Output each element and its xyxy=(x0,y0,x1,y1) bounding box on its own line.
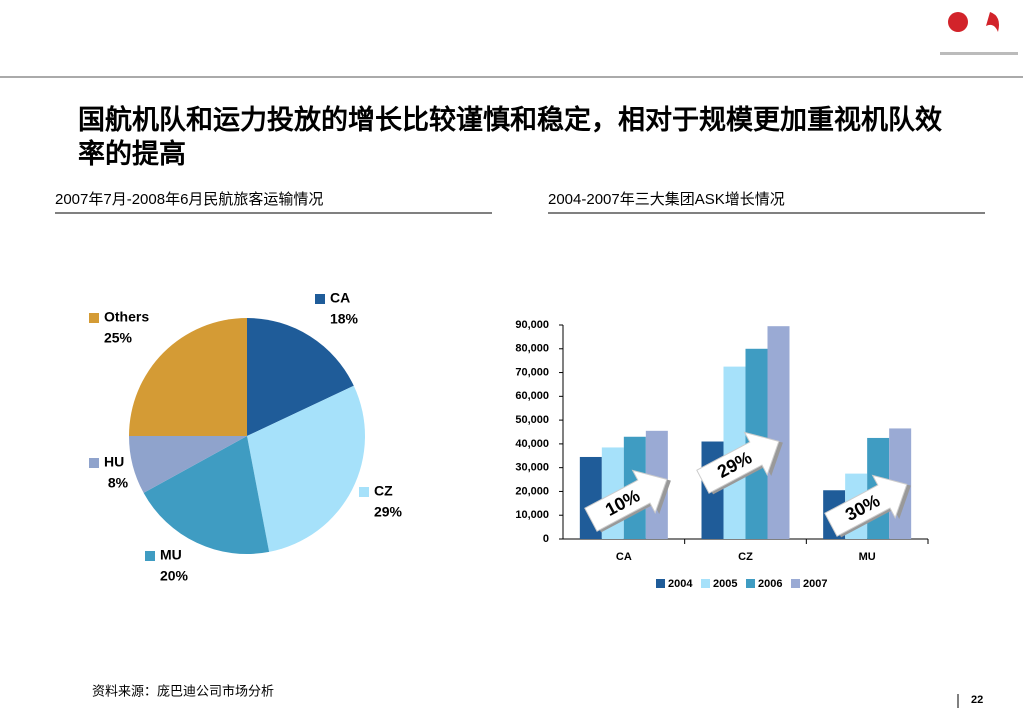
pie-slice xyxy=(129,436,247,493)
legend-label: 2004 xyxy=(668,578,693,590)
y-tick-label: 30,000 xyxy=(515,462,549,474)
y-tick-label: 80,000 xyxy=(515,343,549,355)
slice-label: MU xyxy=(160,547,182,563)
legend-swatch xyxy=(145,551,155,561)
legend-swatch xyxy=(701,579,710,588)
legend-swatch xyxy=(89,458,99,468)
page-number: 22 xyxy=(971,694,983,706)
chart-title: 2007年7月-2008年6月民航旅客运输情况 xyxy=(55,191,323,208)
arrow xyxy=(696,431,780,494)
y-tick-label: 0 xyxy=(543,533,549,545)
x-tick-label: CA xyxy=(616,551,632,563)
pie-slice xyxy=(143,436,270,554)
logo xyxy=(940,12,1018,55)
x-tick-label: MU xyxy=(859,551,876,563)
bar xyxy=(767,326,790,539)
y-tick-label: 50,000 xyxy=(515,414,549,426)
legend-swatch xyxy=(315,294,325,304)
growth-arrow: 29% xyxy=(696,431,783,495)
arrow xyxy=(584,469,668,532)
legend-swatch xyxy=(89,313,99,323)
slide-title: 国航机队和运力投放的增长比较谨慎和稳定，相对于规模更加重视机队效率的提高 xyxy=(78,105,942,170)
slice-label: HU xyxy=(104,454,124,470)
legend-swatch xyxy=(656,579,665,588)
slice-value: 8% xyxy=(108,475,129,491)
y-tick-label: 60,000 xyxy=(515,390,549,402)
x-tick-label: CZ xyxy=(738,551,753,563)
slice-value: 25% xyxy=(104,330,133,346)
y-tick-label: 20,000 xyxy=(515,485,549,497)
growth-arrow: 30% xyxy=(824,474,911,538)
legend-swatch xyxy=(746,579,755,588)
y-tick-label: 90,000 xyxy=(515,319,549,331)
legend-swatch xyxy=(791,579,800,588)
pie-slice xyxy=(129,318,247,436)
y-tick-label: 70,000 xyxy=(515,366,549,378)
slice-value: 18% xyxy=(330,311,359,327)
legend-label: 2005 xyxy=(713,578,737,590)
chart-title: 2004-2007年三大集团ASK增长情况 xyxy=(548,191,785,208)
slice-label: CZ xyxy=(374,483,393,499)
pie-slice xyxy=(247,318,354,436)
pie-slice xyxy=(247,385,365,552)
legend-label: 2006 xyxy=(758,578,782,590)
legend-label: 2007 xyxy=(803,578,827,590)
slice-label: Others xyxy=(104,309,149,325)
slice-value: 20% xyxy=(160,568,189,584)
y-tick-label: 40,000 xyxy=(515,438,549,450)
legend-swatch xyxy=(359,487,369,497)
source: 资料来源：庞巴迪公司市场分析 xyxy=(92,683,274,698)
slice-label: CA xyxy=(330,290,350,306)
arrow xyxy=(824,474,908,537)
y-tick-label: 10,000 xyxy=(515,509,549,521)
slice-value: 29% xyxy=(374,504,403,520)
